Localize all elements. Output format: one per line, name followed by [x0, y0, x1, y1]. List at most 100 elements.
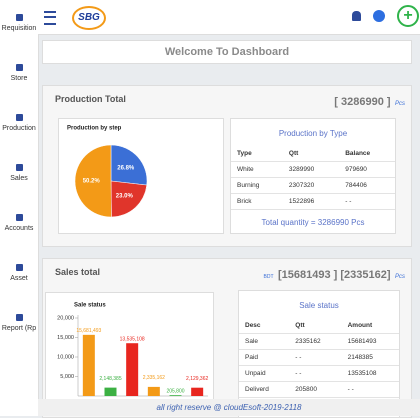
production-table: Type Qtt Balance White 3289990 979690 Burning 2… — [231, 146, 395, 210]
nav-label: Accounts — [4, 225, 34, 232]
panel-total: BDT [15681493 ] [2335162] Pcs — [264, 265, 405, 283]
currency: BDT — [263, 274, 274, 280]
nav-item[interactable]: Asset — [0, 258, 38, 298]
table-cell: 1522896 — [282, 193, 340, 210]
nav-icon — [15, 64, 23, 71]
header-row: Type Qtt Balance — [231, 146, 395, 162]
total-value: [15681493 ] [2335162] — [278, 269, 391, 281]
nav-icon — [15, 264, 23, 271]
table-row: Deliverd 205800- - — [239, 381, 399, 398]
pie-box: Production by step 26.8% 23.0% 50.2% — [58, 118, 224, 234]
column-header: Balance — [339, 146, 395, 162]
top-bar: SBG + — [38, 0, 420, 35]
chart-title: Sale status — [74, 303, 106, 309]
data-label: 13,535,108 — [120, 337, 145, 343]
table-row: White 3289990 979690 — [231, 161, 395, 178]
y-tick-label: 10,000 — [57, 354, 74, 360]
nav-label: Report (Rp — [1, 325, 37, 332]
add-button[interactable]: + — [397, 5, 419, 27]
logo[interactable]: SBG — [72, 6, 106, 30]
table-cell: Paid — [239, 349, 290, 366]
pie-slice — [74, 144, 112, 218]
unit: Pcs — [394, 274, 405, 280]
bar — [147, 386, 160, 396]
table-cell: Unpaid — [239, 365, 290, 382]
table-row: Unpaid - -13535108 — [239, 365, 399, 382]
table-cell: 2148385 — [341, 349, 399, 366]
nav-item[interactable]: Accounts — [0, 208, 38, 248]
table-cell: Deliverd — [239, 381, 290, 398]
table-cell: 979690 — [339, 161, 395, 178]
table-cell: White — [231, 161, 283, 178]
nav-icon — [15, 14, 23, 21]
data-label: 2,148,385 — [99, 376, 121, 382]
table-cell: - - — [289, 365, 342, 382]
bar — [126, 343, 139, 396]
slice-label: 26.8% — [117, 165, 135, 171]
table-cell: 3289990 — [282, 161, 340, 178]
production-table-box: Production by Type Type Qtt Balance White 32… — [230, 118, 396, 234]
table-cell: 205800 — [289, 381, 342, 398]
table-row: Paid - -2148385 — [239, 349, 399, 366]
panel-total: [ 3286990 ] Pcs — [334, 92, 405, 110]
total-quantity: Total quantity = 3286990 Pcs — [261, 218, 365, 227]
table-cell: Brick — [231, 193, 283, 210]
y-tick-label: 5,000 — [60, 374, 74, 380]
nav-item[interactable]: Store — [0, 58, 38, 98]
table-cell: Sale — [239, 333, 290, 350]
bar — [191, 387, 204, 396]
nav-label: Production — [2, 125, 36, 132]
data-label: 2,129,362 — [186, 376, 208, 382]
pie-chart: Production by step 26.8% 23.0% 50.2% — [67, 126, 148, 218]
table-cell: Burning — [231, 177, 283, 194]
table-cell: 2335162 — [289, 333, 342, 350]
nav-icon — [15, 214, 23, 221]
nav-icon — [15, 314, 23, 321]
table-cell: 784406 — [339, 177, 395, 194]
slice-label: 23.0% — [116, 193, 134, 199]
header-row: Desc Qtt Amount — [239, 318, 399, 334]
chart-title: Production by step — [67, 126, 122, 132]
welcome-banner: Welcome To Dashboard — [42, 40, 412, 64]
y-tick-label: 20,000 — [57, 315, 74, 321]
nav-item[interactable]: Sales — [0, 158, 38, 198]
nav-item[interactable]: Report (Rp — [0, 308, 38, 348]
data-label: 2,335,162 — [143, 375, 165, 381]
table-row: Sale 2335162 15681493 — [239, 333, 399, 350]
unit: Pcs — [394, 101, 405, 107]
messenger-icon[interactable] — [373, 10, 385, 22]
nav-icon — [15, 164, 23, 171]
nav-item[interactable]: Production — [0, 108, 38, 148]
column-header: Qtt — [282, 146, 340, 162]
footer: all right reserve @ cloudEsoft-2019-2118 — [38, 399, 420, 416]
pie-slice — [110, 144, 148, 186]
table-title: Sale status — [299, 301, 339, 310]
bar-chart: Sale status 5,000 10,000 15,000 20,000 15,68… — [57, 303, 208, 413]
data-label: 15,681,493 — [76, 328, 101, 334]
nav-label: Sales — [10, 175, 28, 182]
nav-label: Asset — [10, 275, 28, 282]
table-cell: - - — [339, 193, 395, 210]
table-title: Production by Type — [278, 129, 348, 138]
bar — [82, 334, 95, 396]
column-header: Desc — [239, 318, 290, 334]
y-tick-label: 15,000 — [57, 335, 74, 341]
bar — [169, 395, 182, 396]
notification-icon[interactable] — [352, 11, 361, 21]
bar — [104, 387, 117, 396]
slice-label: 50.2% — [83, 179, 101, 185]
column-header: Qtt — [289, 318, 342, 334]
panel-title: Sales total — [55, 267, 101, 277]
nav-label: Requisition — [1, 25, 37, 32]
menu-button[interactable] — [44, 11, 56, 25]
table-cell: 2307320 — [282, 177, 340, 194]
table-cell: 13535108 — [341, 365, 399, 382]
column-header: Type — [231, 146, 283, 162]
pie-slice — [110, 180, 148, 218]
sidebar: Requisition Store Production Sales Accounts A… — [0, 0, 39, 416]
table-cell: 15681493 — [341, 333, 399, 350]
table-cell: - - — [341, 381, 399, 398]
table-cell: - - — [289, 349, 342, 366]
nav-item[interactable]: Requisition — [0, 8, 38, 48]
